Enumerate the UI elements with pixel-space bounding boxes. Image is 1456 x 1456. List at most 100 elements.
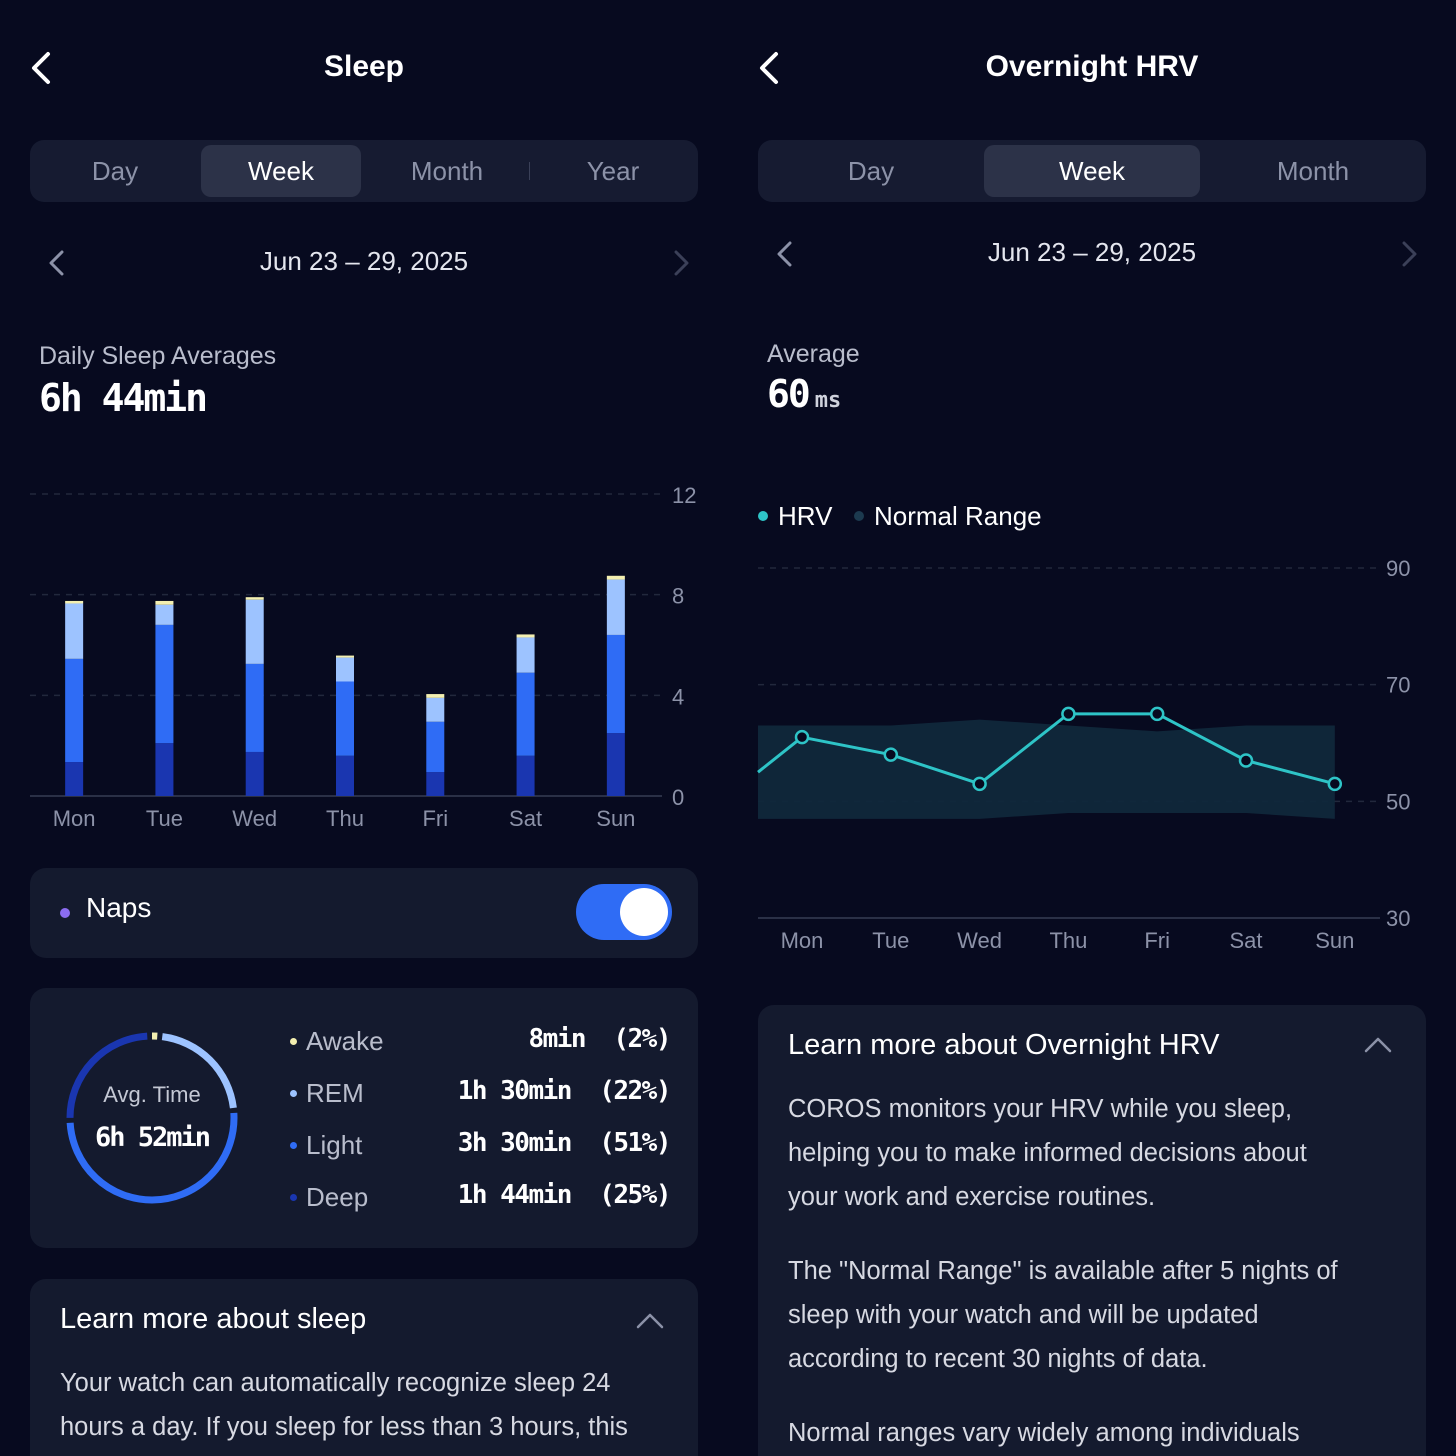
learn-line: COROS monitors your HRV while you sleep,: [788, 1095, 1293, 1123]
x-tick-label: Thu: [326, 806, 364, 830]
back-button[interactable]: [752, 48, 792, 88]
bar-segment-deep: [516, 755, 535, 796]
x-tick-label: Sat: [509, 806, 542, 830]
stage-value: 3h 30min (51%): [457, 1128, 672, 1158]
light-dot: [290, 1142, 297, 1149]
date-navigator: Jun 23 – 29, 2025: [758, 229, 1426, 279]
tab-month[interactable]: Month: [410, 156, 484, 186]
normal-range-band: [758, 719, 1335, 819]
bar-segment-light: [336, 681, 354, 756]
bar-segment-awake: [245, 597, 264, 600]
prev-week-button[interactable]: [770, 237, 802, 271]
x-tick-label: Sun: [1315, 928, 1354, 953]
naps-toggle[interactable]: [576, 884, 672, 940]
hrv-point-sun: [1327, 776, 1343, 792]
awake-dot: [290, 1038, 297, 1045]
x-tick-label: Wed: [232, 806, 277, 830]
bar-tue: [155, 600, 174, 796]
learn-hrv-card[interactable]: Learn more about Overnight HRV COROS mon…: [758, 1005, 1426, 1456]
rem-dot: [290, 1090, 297, 1097]
bar-segment-awake: [65, 600, 84, 604]
y-tick-label: 70: [1386, 673, 1410, 698]
next-week-button[interactable]: [666, 246, 698, 280]
back-button[interactable]: [24, 48, 64, 88]
deep-dot: [290, 1194, 297, 1201]
bar-sat: [516, 634, 535, 796]
bar-segment-deep: [65, 762, 84, 796]
chevron-up-icon[interactable]: [634, 1309, 666, 1331]
y-tick-label: 90: [1386, 556, 1410, 581]
x-tick-label: Sat: [1229, 928, 1262, 953]
stage-name: Deep: [306, 1182, 369, 1212]
hrv-point-mon: [794, 729, 810, 745]
bar-segment-light: [516, 672, 535, 756]
y-tick-label: 0: [672, 785, 684, 810]
naps-label: Naps: [86, 892, 152, 923]
tab-day[interactable]: Day: [847, 156, 895, 186]
bar-segment-awake: [336, 655, 354, 658]
avg-unit: ms: [814, 388, 842, 413]
prev-week-button[interactable]: [42, 246, 74, 280]
summary-label: Daily Sleep Averages: [39, 342, 277, 370]
stage-value: 1h 30min (22%): [457, 1076, 672, 1106]
learn-line: Normal ranges vary widely among individu…: [788, 1419, 1300, 1447]
x-tick-label: Sun: [596, 806, 635, 830]
date-range: Jun 23 – 29, 2025: [259, 246, 469, 276]
tab-divider: [529, 162, 530, 180]
bar-segment-rem: [426, 697, 445, 722]
next-week-button[interactable]: [1394, 237, 1426, 271]
learn-line: hours a day. If you sleep for less than …: [60, 1413, 628, 1441]
y-tick-label: 30: [1386, 906, 1410, 931]
learn-line: [788, 1219, 1338, 1249]
stage-rem: REM 1h 30min (22%): [290, 1074, 672, 1114]
learn-line: [788, 1381, 1338, 1411]
bar-segment-rem: [155, 604, 174, 625]
page-title: Overnight HRV: [985, 50, 1199, 83]
bar-sun: [606, 575, 625, 796]
naps-card: Naps: [30, 868, 698, 958]
learn-title: Learn more about Overnight HRV: [788, 1029, 1220, 1061]
stage-value: 1h 44min (25%): [457, 1180, 672, 1210]
learn-line: helping you to make informed decisions a…: [788, 1139, 1307, 1167]
bar-segment-rem: [65, 603, 84, 659]
tab-year[interactable]: Year: [586, 156, 640, 186]
summary-value: 60 ms: [767, 372, 841, 416]
bar-segment-rem: [606, 579, 625, 635]
legend-label: HRV: [778, 501, 833, 531]
learn-body: COROS monitors your HRV while you sleep,…: [788, 1087, 1338, 1455]
hrv-point-fri: [1149, 706, 1165, 722]
bar-segment-rem: [245, 599, 264, 664]
tab-week[interactable]: Week: [984, 145, 1200, 197]
tab-week[interactable]: Week: [201, 145, 361, 197]
sleep-panel: Sleep Day Week Month Year Jun 23 – 29, 2…: [24, 48, 698, 1456]
page-title: Sleep: [323, 50, 405, 83]
learn-line: sleep with your watch and will be update…: [788, 1301, 1259, 1329]
donut-segment-awake: [66, 1032, 238, 1204]
learn-sleep-card[interactable]: Learn more about sleep Your watch can au…: [30, 1279, 698, 1456]
chevron-up-icon[interactable]: [1362, 1033, 1394, 1055]
x-tick-label: Tue: [146, 806, 183, 830]
stage-name: Awake: [306, 1026, 384, 1056]
hrv-line: [757, 712, 1336, 786]
tab-month[interactable]: Month: [1276, 156, 1350, 186]
bar-segment-light: [606, 634, 625, 734]
bar-segment-awake: [606, 575, 625, 580]
bar-wed: [245, 597, 264, 796]
chevron-left-icon: [32, 52, 50, 84]
chevron-left-icon: [49, 250, 64, 276]
bar-segment-deep: [336, 755, 354, 796]
x-tick-label: Fri: [422, 806, 448, 830]
chevron-left-icon: [777, 241, 792, 267]
legend-label: Normal Range: [874, 501, 1042, 531]
bar-segment-deep: [245, 751, 264, 796]
range-legend-dot: [854, 511, 864, 522]
sleep-stages-card: Avg. Time 6h 52min Awake 8min (2%) REM 1…: [30, 988, 698, 1248]
tab-day[interactable]: Day: [91, 156, 139, 186]
avg-time-label: Avg. Time: [103, 1082, 201, 1107]
chevron-right-icon: [1402, 241, 1417, 267]
learn-line: your work and exercise routines.: [788, 1183, 1156, 1211]
x-tick-label: Thu: [1049, 928, 1087, 953]
bar-segment-awake: [426, 694, 445, 698]
stage-light: Light 3h 30min (51%): [290, 1126, 672, 1166]
hrv-point-thu: [1061, 706, 1076, 722]
